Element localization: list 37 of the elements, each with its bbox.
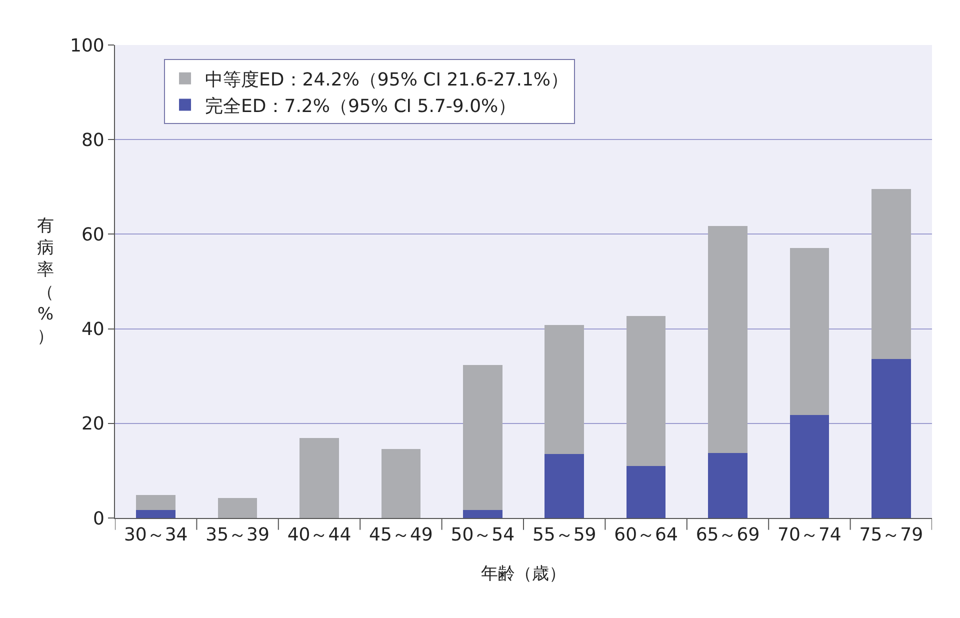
y-tick-label: 80 [81, 130, 104, 151]
x-tick-label: 60～64 [614, 524, 678, 546]
x-tick-label: 65～69 [696, 524, 760, 546]
y-tick-label: 100 [70, 35, 104, 56]
bar [872, 359, 911, 518]
bar [790, 248, 830, 415]
bar [381, 448, 421, 518]
x-tick-label: 55～59 [532, 524, 596, 546]
x-tick-label: 45～49 [369, 524, 433, 546]
bar [544, 325, 584, 454]
x-tick-label: 70～74 [778, 524, 842, 546]
bar [626, 466, 666, 518]
y-tick-label: 40 [81, 319, 104, 340]
bar [626, 316, 666, 466]
bar [463, 365, 502, 510]
legend-label: 中等度ED：24.2%（95% CI 21.6-27.1%） [205, 69, 569, 90]
y-tick-label: 60 [81, 224, 104, 246]
bar [790, 414, 830, 518]
x-tick-label: 75～79 [859, 524, 924, 546]
bar [708, 226, 748, 454]
x-tick-label: 30～34 [124, 524, 188, 546]
bar [544, 454, 584, 518]
bar [463, 510, 502, 518]
x-axis-title: 年齢（歳） [481, 564, 566, 584]
bar [708, 453, 748, 518]
y-tick-label: 20 [81, 414, 104, 435]
bar [136, 494, 176, 510]
bar [300, 438, 339, 518]
x-tick-label: 50～54 [450, 524, 515, 546]
bar [136, 510, 176, 518]
bar [218, 498, 258, 518]
legend-label: 完全ED：7.2%（95% CI 5.7-9.0%） [205, 96, 516, 117]
y-axis-title: 有病率（%） [37, 216, 54, 346]
x-tick-label: 35～39 [206, 524, 270, 546]
bar [872, 188, 911, 360]
x-tick-label: 40～44 [287, 524, 352, 546]
y-tick-label: 0 [92, 508, 104, 530]
